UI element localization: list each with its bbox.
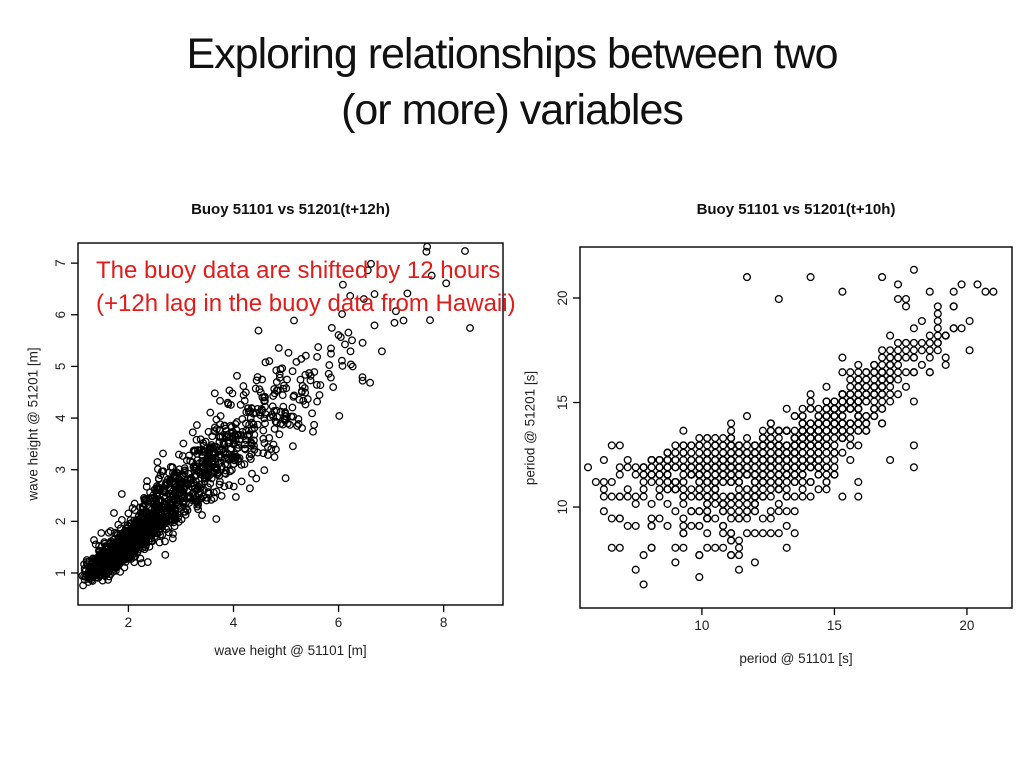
x-tick-label: 8 — [440, 615, 448, 630]
left-plot-area: 2 4 6 8 1 2 3 4 5 6 7 — [53, 242, 504, 630]
y-tick-label: 6 — [53, 311, 68, 319]
left-scatter-plot-wave-height: 2 4 6 8 1 2 3 4 5 6 7 Buoy 51101 vs 51201(t+12h) w… — [20, 193, 532, 681]
y-tick-label: 10 — [555, 500, 570, 515]
scatter-points — [78, 242, 474, 590]
scatter-points — [583, 265, 998, 589]
x-tick-label: 15 — [827, 618, 842, 633]
left-chart-title: Buoy 51101 vs 51201(t+12h) — [191, 201, 390, 218]
x-tick-label: 2 — [125, 615, 133, 630]
left-chart-x-axis-label: wave height @ 51101 [m] — [214, 643, 367, 658]
plot-frame — [77, 242, 504, 606]
plot-frame — [579, 246, 1013, 609]
x-tick-label: 20 — [959, 618, 974, 633]
x-tick-label: 4 — [230, 615, 238, 630]
y-tick-label: 2 — [53, 518, 68, 526]
annotation-line-2: (+12h lag in the buoy data from Hawaii) — [96, 290, 516, 317]
annotation-line-1: The buoy data are shifted by 12 hours — [96, 257, 501, 284]
right-plot-area: 10 15 20 10 15 20 — [555, 246, 1013, 633]
right-chart-title: Buoy 51101 vs 51201(t+10h) — [696, 201, 896, 218]
slide-title-line-1: Exploring relationships between two — [186, 30, 838, 78]
y-tick-label: 5 — [53, 363, 68, 371]
slide-title: Exploring relationships between two (or m… — [0, 26, 1024, 138]
y-tick-label: 15 — [555, 395, 570, 410]
y-tick-label: 7 — [53, 259, 68, 267]
left-chart-y-axis-label: wave height @ 51201 [m] — [25, 347, 41, 501]
y-tick-label: 3 — [53, 466, 68, 474]
right-chart-x-axis-label: period @ 51101 [s] — [739, 651, 853, 666]
right-scatter-plot-period: 10 15 20 10 15 20 Buoy 51101 vs 51201(t+10h) … — [518, 193, 1024, 685]
y-tick-label: 20 — [555, 290, 570, 305]
x-tick-label: 6 — [335, 615, 343, 630]
right-chart-y-axis-label: period @ 51201 [s] — [522, 370, 538, 486]
slide-title-line-2: (or more) variables — [341, 86, 684, 134]
x-tick-label: 10 — [694, 618, 709, 633]
y-tick-label: 1 — [53, 569, 68, 577]
y-tick-label: 4 — [53, 414, 68, 422]
annotation-text: The buoy data are shifted by 12 hours (+… — [96, 254, 526, 320]
